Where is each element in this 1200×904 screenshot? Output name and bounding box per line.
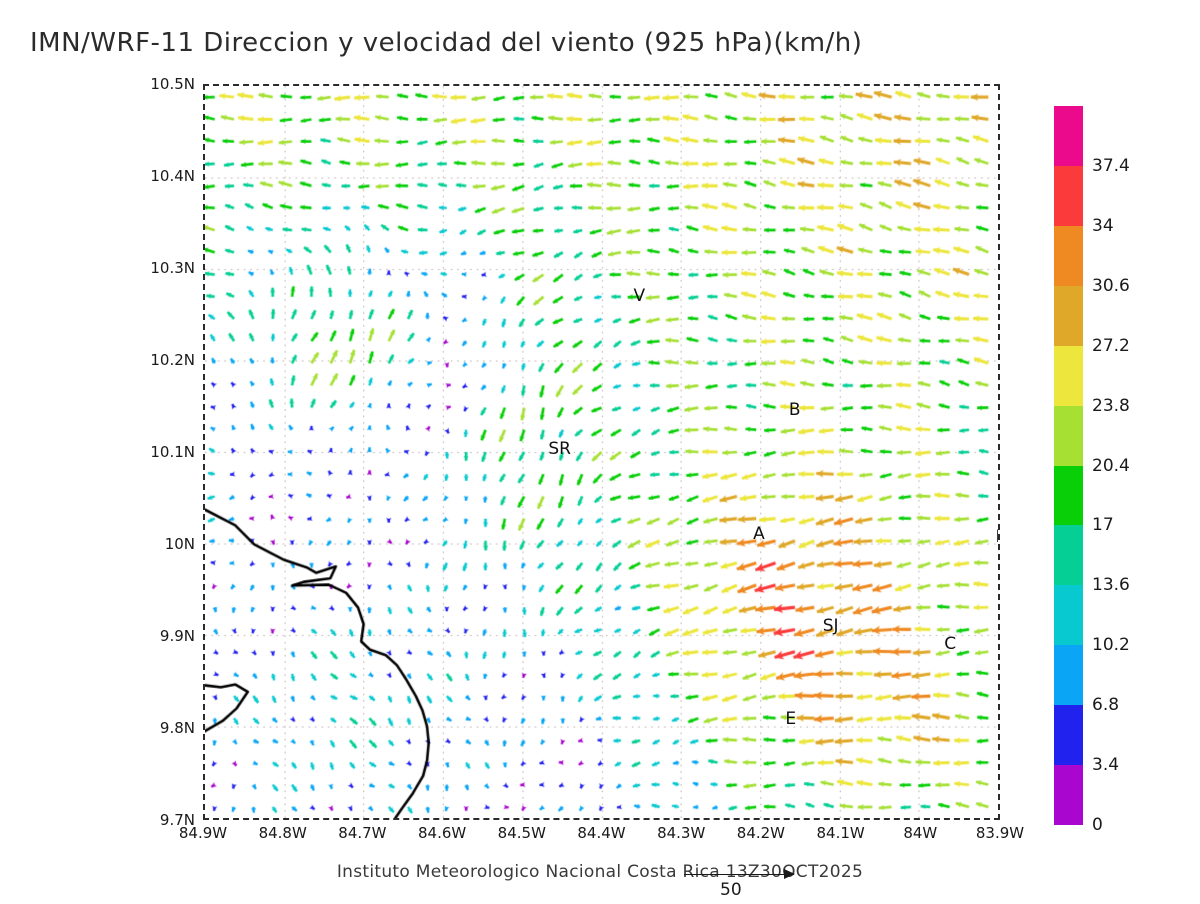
coastline-layer — [205, 86, 998, 818]
colorbar-tick-label: 0 — [1092, 815, 1103, 835]
y-tick-label: 9.8N — [159, 719, 195, 737]
x-tick-label: 84.6W — [417, 824, 467, 842]
colorbar-tick-label: 27.2 — [1092, 335, 1130, 356]
y-tick-label: 10.1N — [150, 443, 195, 461]
station-label-c: C — [944, 634, 957, 655]
y-tick-label: 10.4N — [150, 167, 195, 185]
y-axis: 10.5N 10.4N 10.3N 10.2N 10.1N 10N 9.9N 9.8N 9.7N — [0, 0, 203, 900]
reference-vector-label: 50 — [720, 880, 742, 900]
colorbar-band — [1054, 165, 1083, 226]
reference-vector-arrowhead — [784, 869, 795, 879]
y-tick-label: 10.5N — [150, 75, 195, 93]
station-label-a: A — [753, 524, 765, 545]
station-label-i: I — [995, 527, 998, 547]
map-plot-area[interactable]: V SR B A I SJ C E — [203, 84, 1000, 820]
station-label-layer: V SR B A I SJ C E — [205, 86, 998, 818]
station-label-b: B — [788, 399, 801, 420]
footer-text: Instituto Meteorologico Nacional Costa R… — [336, 862, 864, 882]
colorbar-tick-label: 20.4 — [1092, 455, 1130, 476]
colorbar-tick-label: 17 — [1092, 515, 1114, 536]
colorbar-band — [1054, 765, 1083, 826]
x-tick-label: 84.3W — [657, 824, 706, 842]
station-label-v: V — [633, 285, 646, 306]
colorbar-tick-label: 34 — [1092, 215, 1114, 236]
x-tick-label: 84.2W — [736, 824, 786, 842]
y-tick-label: 9.9N — [159, 627, 195, 645]
x-tick-label: 84.5W — [497, 824, 546, 842]
colorbar[interactable] — [1054, 106, 1083, 826]
colorbar-tick-label: 6.8 — [1092, 695, 1120, 716]
colorbar-tick-label: 30.6 — [1092, 275, 1130, 296]
x-tick-label: 84.1W — [816, 824, 865, 842]
y-tick-label: 10.2N — [150, 351, 195, 369]
x-tick-label: 84.4W — [577, 824, 626, 842]
colorbar-tick-label: 13.6 — [1092, 575, 1130, 596]
colorbar-tick-label: 3.4 — [1092, 755, 1120, 776]
colorbar-band — [1054, 405, 1083, 466]
colorbar-band — [1054, 285, 1083, 346]
x-tick-label: 84.8W — [258, 824, 307, 842]
colorbar-band — [1054, 225, 1083, 286]
y-tick-label: 9.7N — [159, 811, 195, 829]
x-tick-label: 84W — [903, 824, 938, 842]
colorbar-band — [1054, 345, 1083, 406]
x-tick-label: 84.9W — [178, 824, 228, 842]
reference-vector: 50 — [684, 869, 804, 904]
colorbar-band — [1054, 585, 1083, 646]
x-tick-label: 84.7W — [338, 824, 387, 842]
colorbar-band — [1054, 645, 1083, 706]
colorbar-tick-label: 37.4 — [1092, 155, 1130, 176]
reference-vector-line — [684, 874, 794, 875]
station-label-e: E — [785, 708, 797, 729]
colorbar-band — [1054, 465, 1083, 526]
page-title: IMN/WRF-11 Direccion y velocidad del vie… — [30, 28, 863, 58]
x-tick-label: 83.9W — [975, 824, 1025, 842]
y-tick-label: 10.3N — [150, 259, 195, 277]
colorbar-band — [1054, 525, 1083, 586]
y-tick-label: 10N — [164, 535, 195, 553]
station-label-sr: SR — [548, 439, 571, 460]
colorbar-tick-label: 23.8 — [1092, 395, 1130, 416]
station-label-sj: SJ — [822, 616, 839, 637]
colorbar-tick-label: 10.2 — [1092, 635, 1130, 656]
colorbar-band — [1054, 705, 1083, 766]
colorbar-band — [1054, 106, 1083, 166]
